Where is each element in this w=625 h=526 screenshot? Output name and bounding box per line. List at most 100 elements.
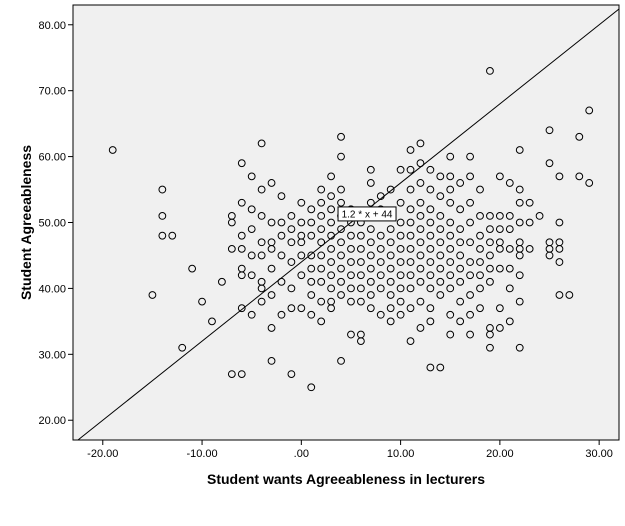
fit-line-layer [77, 8, 620, 441]
data-point [426, 185, 435, 194]
data-point [227, 370, 236, 378]
data-point [486, 238, 494, 247]
data-point [247, 251, 256, 260]
data-point [486, 212, 494, 220]
y-tick-label: 20.00 [38, 415, 66, 427]
data-point [347, 244, 355, 253]
x-axis-title: Student wants Agreeableness in lecturers [207, 471, 485, 487]
data-point [505, 225, 514, 233]
axes: -20.00 -10.00 .00 10.00 20.00 30.00 20.00 30.00… [38, 20, 612, 460]
data-point [307, 291, 316, 299]
data-point [297, 271, 306, 280]
data-point [406, 244, 415, 253]
data-point [287, 238, 296, 247]
data-point [486, 330, 494, 339]
data-point [436, 238, 445, 247]
data-point [456, 205, 465, 214]
data-point [446, 152, 455, 161]
data-point [297, 198, 306, 207]
data-point [158, 212, 167, 220]
data-point [257, 297, 266, 306]
data-point [356, 258, 365, 266]
data-point [436, 225, 445, 233]
data-point [515, 146, 524, 154]
data-point [486, 251, 494, 260]
data-point [545, 126, 554, 135]
data-point [287, 284, 296, 293]
data-point [317, 297, 326, 306]
data-point [495, 212, 504, 220]
data-point [396, 310, 405, 319]
data-point [426, 271, 435, 280]
data-point [347, 271, 355, 280]
data-point [337, 185, 345, 194]
plot-area [72, 4, 620, 441]
data-point [257, 185, 266, 194]
data-point [386, 225, 395, 233]
data-point [327, 244, 336, 253]
data-point [287, 212, 296, 220]
data-point [416, 297, 425, 306]
data-point [535, 212, 544, 220]
data-point [158, 231, 167, 240]
data-point [356, 297, 365, 306]
data-point [416, 225, 425, 233]
data-point [317, 264, 326, 273]
data-point [366, 251, 375, 260]
data-point [446, 198, 455, 207]
data-point [515, 343, 524, 352]
data-point [575, 132, 584, 141]
data-point [446, 284, 455, 293]
data-point [436, 363, 445, 372]
data-point [406, 304, 415, 313]
data-point [446, 330, 455, 339]
data-point [446, 244, 455, 253]
data-point [337, 357, 345, 365]
data-point [396, 218, 405, 227]
data-point [327, 172, 336, 181]
x-tick-label: -20.00 [87, 448, 118, 460]
data-point [168, 231, 177, 240]
data-point [585, 179, 594, 187]
data-point [555, 218, 564, 227]
data-point [267, 179, 276, 187]
data-point [426, 165, 435, 174]
data-point [287, 370, 296, 378]
data-point [406, 284, 415, 293]
data-point [555, 172, 564, 181]
data-point [486, 277, 494, 286]
data-point [466, 310, 474, 319]
x-tick-label: 30.00 [585, 448, 613, 460]
data-point [545, 251, 554, 260]
data-point [307, 383, 316, 392]
data-point [476, 244, 484, 253]
data-point [456, 264, 465, 273]
data-point [327, 205, 336, 214]
data-point [237, 304, 246, 313]
data-point [515, 185, 524, 194]
data-point [446, 258, 455, 266]
data-point [307, 264, 316, 273]
data-point [366, 291, 375, 299]
data-point [287, 225, 296, 233]
data-point [347, 258, 355, 266]
data-point [237, 244, 246, 253]
data-point [525, 198, 534, 207]
data-point [237, 271, 246, 280]
data-point [406, 258, 415, 266]
data-point [337, 291, 345, 299]
data-point [218, 277, 226, 286]
data-point [376, 271, 385, 280]
data-point [476, 258, 484, 266]
data-point [386, 185, 395, 194]
data-point [307, 231, 316, 240]
data-point [366, 225, 375, 233]
data-point [466, 238, 474, 247]
data-point [317, 277, 326, 286]
y-tick-label: 50.00 [38, 218, 66, 230]
data-point [555, 258, 564, 266]
data-point [426, 218, 435, 227]
data-point [426, 317, 435, 326]
data-point [456, 317, 465, 326]
data-point [486, 343, 494, 352]
